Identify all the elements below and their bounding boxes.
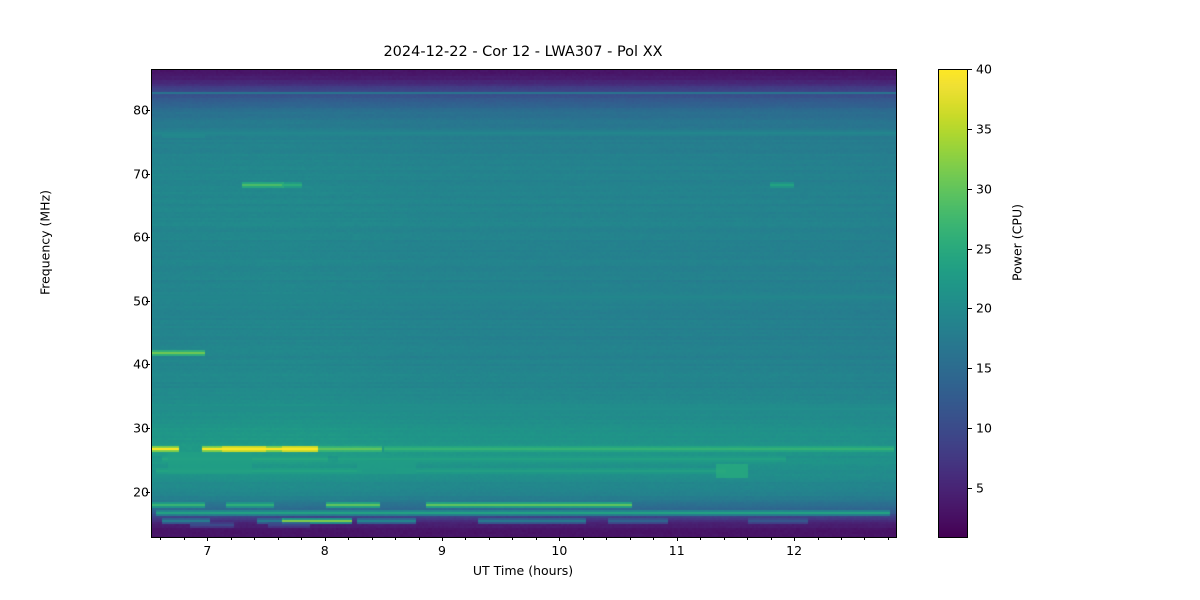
x-tick bbox=[207, 537, 209, 541]
x-tick-minor bbox=[160, 537, 162, 540]
colorbar-tick-label: 35 bbox=[976, 121, 992, 137]
y-tick bbox=[146, 300, 150, 302]
x-tick-label: 7 bbox=[203, 543, 212, 558]
x-tick-minor bbox=[488, 537, 490, 540]
y-tick-label: 20 bbox=[133, 484, 149, 500]
x-tick-minor bbox=[395, 537, 397, 540]
colorbar-tick-label: 10 bbox=[976, 420, 992, 436]
x-tick-minor bbox=[535, 537, 537, 540]
y-tick bbox=[146, 173, 150, 175]
x-tick-minor bbox=[723, 537, 725, 540]
x-tick bbox=[794, 537, 796, 541]
x-tick-minor bbox=[700, 537, 702, 540]
colorbar[interactable] bbox=[938, 69, 968, 538]
y-tick-label: 30 bbox=[133, 420, 149, 436]
colorbar-tick bbox=[968, 368, 972, 370]
x-tick-minor bbox=[841, 537, 843, 540]
x-tick-minor bbox=[512, 537, 514, 540]
y-tick-label: 40 bbox=[133, 356, 149, 372]
x-tick-minor bbox=[653, 537, 655, 540]
heatmap-axes[interactable] bbox=[151, 69, 897, 538]
x-tick-minor bbox=[747, 537, 749, 540]
y-tick-label: 60 bbox=[133, 229, 149, 245]
colorbar-tick bbox=[968, 428, 972, 430]
x-tick-minor bbox=[465, 537, 467, 540]
colorbar-tick bbox=[968, 488, 972, 490]
x-tick-minor bbox=[348, 537, 350, 540]
colorbar-tick bbox=[968, 188, 972, 190]
x-tick-label: 11 bbox=[668, 543, 685, 558]
colorbar-label: Power (CPU) bbox=[1009, 204, 1025, 281]
dynamic-spectrum-heatmap[interactable] bbox=[152, 70, 896, 537]
y-tick bbox=[146, 110, 150, 112]
x-tick-minor bbox=[817, 537, 819, 540]
y-tick-label: 70 bbox=[133, 166, 149, 182]
colorbar-tick-label: 40 bbox=[976, 61, 992, 77]
y-axis-label: Frequency (MHz) bbox=[37, 189, 53, 296]
x-tick-minor bbox=[418, 537, 420, 540]
x-tick bbox=[676, 537, 678, 541]
x-tick-minor bbox=[887, 537, 889, 540]
x-tick bbox=[559, 537, 561, 541]
colorbar-tick-label: 20 bbox=[976, 300, 992, 316]
x-tick-label: 8 bbox=[320, 543, 329, 558]
y-tick bbox=[146, 491, 150, 493]
colorbar-tick-label: 5 bbox=[976, 480, 984, 496]
colorbar-tick-label: 15 bbox=[976, 360, 992, 376]
x-tick-minor bbox=[301, 537, 303, 540]
x-tick-minor bbox=[371, 537, 373, 540]
x-tick-minor bbox=[582, 537, 584, 540]
x-tick-minor bbox=[864, 537, 866, 540]
x-tick-minor bbox=[230, 537, 232, 540]
x-tick-label: 9 bbox=[438, 543, 446, 558]
y-tick-label: 80 bbox=[133, 102, 149, 118]
colorbar-tick bbox=[968, 248, 972, 250]
colorbar-gradient bbox=[939, 70, 967, 537]
colorbar-tick bbox=[968, 128, 972, 130]
x-axis-label: UT Time (hours) bbox=[472, 563, 574, 578]
colorbar-tick-label: 30 bbox=[976, 181, 992, 197]
x-tick-minor bbox=[183, 537, 185, 540]
x-tick-minor bbox=[606, 537, 608, 540]
x-tick-label: 10 bbox=[551, 543, 568, 558]
x-tick-minor bbox=[254, 537, 256, 540]
y-tick bbox=[146, 364, 150, 366]
colorbar-tick-label: 25 bbox=[976, 241, 992, 257]
colorbar-tick bbox=[968, 308, 972, 310]
x-tick bbox=[324, 537, 326, 541]
colorbar-tick bbox=[968, 69, 972, 70]
x-tick-minor bbox=[629, 537, 631, 540]
x-tick-minor bbox=[277, 537, 279, 540]
page-title: 2024-12-22 - Cor 12 - LWA307 - Pol XX bbox=[383, 44, 663, 60]
y-tick-label: 50 bbox=[133, 293, 149, 309]
x-tick-label: 12 bbox=[786, 543, 803, 558]
y-tick bbox=[146, 237, 150, 239]
y-tick bbox=[146, 427, 150, 429]
x-tick bbox=[442, 537, 444, 541]
x-tick-minor bbox=[770, 537, 772, 540]
